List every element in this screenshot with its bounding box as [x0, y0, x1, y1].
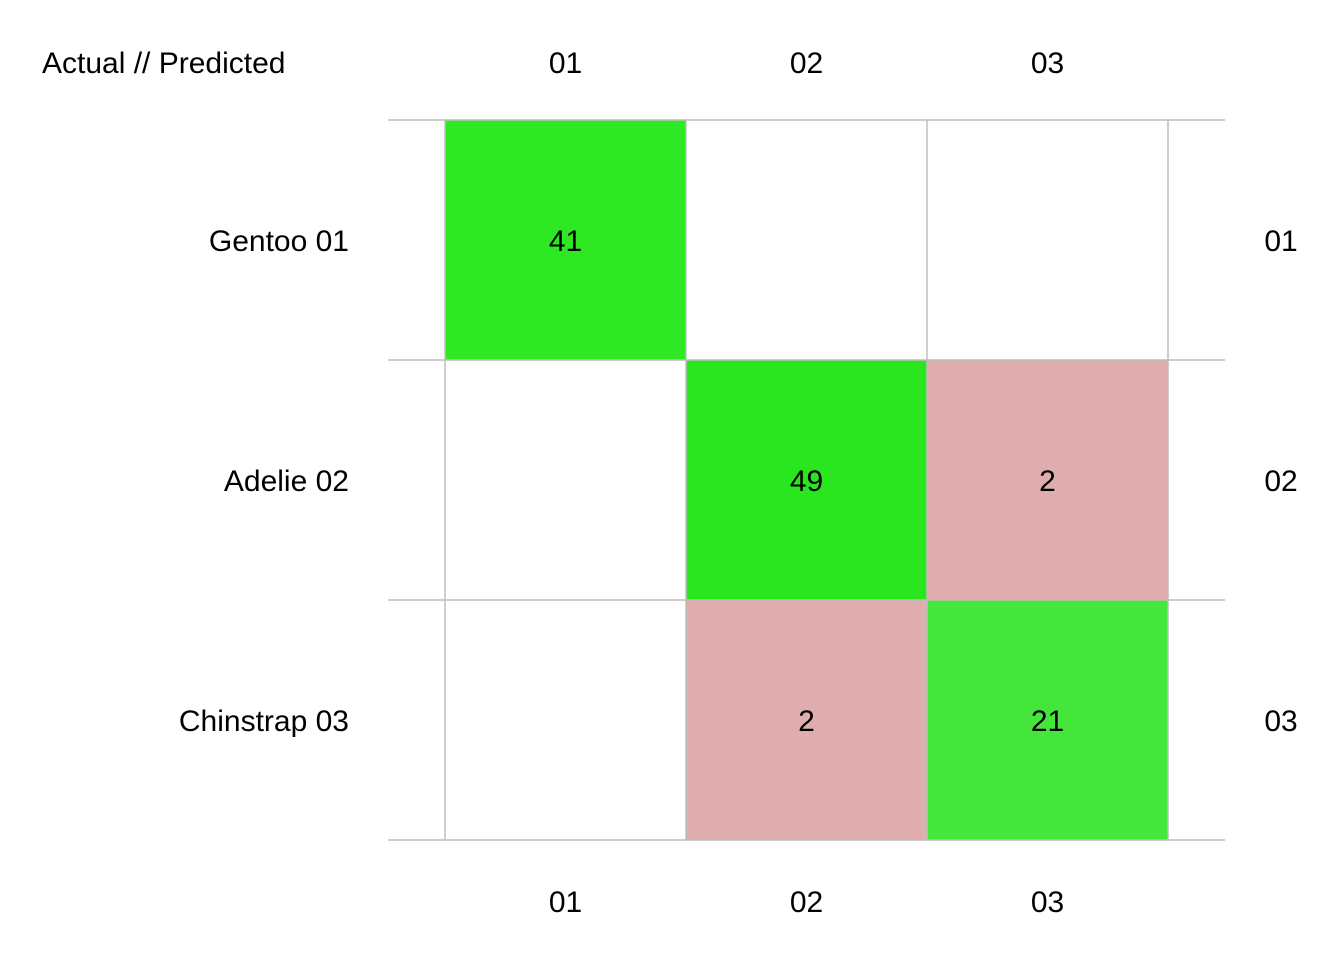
row-label-left: Gentoo 01	[209, 225, 349, 258]
axis-labels: 01 02 03 01 02 03 Gentoo 01 Adelie 02 Chinstrap …	[179, 47, 1298, 919]
cell-value-label: 2	[1039, 465, 1056, 498]
grid-lines	[388, 119, 1225, 841]
matrix-cell-r1-c3	[927, 120, 1168, 360]
matrix-cells: 41 49 2 2 21	[445, 120, 1168, 840]
column-label-top: 01	[549, 47, 582, 80]
row-label-left: Chinstrap 03	[179, 705, 349, 738]
matrix-cell-r3-c3	[927, 600, 1168, 840]
matrix-cell-r3-c2	[686, 600, 927, 840]
column-label-top: 03	[1031, 47, 1064, 80]
row-label-right: 03	[1264, 705, 1297, 738]
cell-value-label: 21	[1031, 705, 1064, 738]
cell-value-label: 41	[549, 225, 582, 258]
chart-title: Actual // Predicted	[42, 47, 285, 80]
column-label-top: 02	[790, 47, 823, 80]
matrix-cell-r2-c3	[927, 360, 1168, 600]
cell-value-label: 49	[790, 465, 823, 498]
column-label-bottom: 03	[1031, 886, 1064, 919]
row-label-right: 01	[1264, 225, 1297, 258]
column-label-bottom: 01	[549, 886, 582, 919]
cell-value-label: 2	[798, 705, 815, 738]
matrix-cell-r1-c1	[445, 120, 686, 360]
matrix-cell-r3-c1	[445, 600, 686, 840]
matrix-cell-r1-c2	[686, 120, 927, 360]
matrix-cell-r2-c2	[686, 360, 927, 600]
row-label-left: Adelie 02	[224, 465, 349, 498]
row-label-right: 02	[1264, 465, 1297, 498]
matrix-cell-r2-c1	[445, 360, 686, 600]
column-label-bottom: 02	[790, 886, 823, 919]
